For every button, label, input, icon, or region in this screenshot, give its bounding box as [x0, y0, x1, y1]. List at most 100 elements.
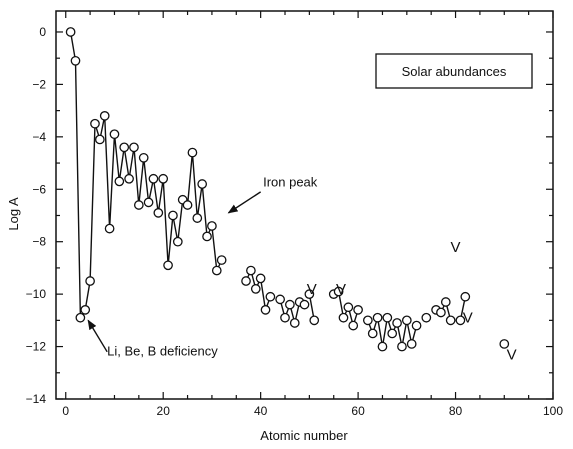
data-point	[401, 315, 412, 326]
data-point	[353, 305, 363, 315]
v-mark: V	[307, 281, 317, 298]
v-mark: V	[507, 346, 517, 363]
y-tick-label: −14	[26, 392, 47, 406]
data-point	[104, 223, 115, 234]
v-mark: V	[451, 239, 461, 256]
data-point	[367, 328, 378, 339]
data-point	[65, 27, 76, 37]
y-tick-label: −10	[26, 287, 47, 301]
data-point	[168, 210, 178, 221]
data-point	[148, 173, 159, 184]
x-tick-label: 60	[351, 404, 365, 418]
data-point	[197, 179, 208, 189]
data-point	[333, 286, 344, 297]
annotation-label: Li, Be, B deficiency	[107, 344, 218, 359]
data-point	[90, 118, 100, 129]
y-tick-label: −2	[32, 77, 46, 91]
data-point	[163, 260, 173, 271]
annotation-arrow	[87, 319, 108, 353]
data-point	[421, 312, 432, 323]
x-tick-label: 40	[254, 404, 268, 418]
data-point	[275, 294, 285, 305]
data-point	[70, 55, 81, 66]
series-line	[69, 31, 223, 321]
data-point	[207, 221, 217, 231]
y-tick-label: −8	[32, 235, 46, 249]
x-tick-label: 100	[543, 404, 563, 418]
data-point	[445, 315, 456, 326]
data-point	[119, 142, 130, 153]
data-point	[250, 284, 261, 294]
data-point	[109, 129, 120, 140]
data-point	[260, 305, 271, 315]
data-point	[192, 213, 203, 223]
data-point	[80, 305, 91, 315]
data-point	[75, 312, 86, 323]
legend-frame	[375, 53, 533, 89]
data-point	[124, 173, 134, 184]
data-point	[382, 312, 393, 323]
v-marks: V V V V V	[307, 239, 517, 363]
data-point	[255, 273, 266, 284]
data-point	[95, 134, 105, 145]
data-point	[285, 299, 295, 310]
data-point	[455, 315, 466, 326]
tick-marks	[56, 11, 554, 400]
plot-frame	[55, 10, 554, 400]
data-point	[99, 111, 110, 121]
data-point	[392, 318, 402, 328]
legend-label: Solar abundances	[402, 64, 507, 79]
annotation-label: Iron peak	[263, 175, 318, 190]
data-point	[216, 255, 227, 265]
data-point	[304, 289, 315, 299]
data-point	[211, 265, 222, 276]
data-point	[460, 291, 471, 302]
data-point	[362, 315, 373, 326]
data-point	[411, 320, 422, 331]
data-point	[158, 173, 169, 184]
data-point	[133, 200, 144, 210]
data-point	[406, 339, 417, 349]
data-point	[241, 276, 251, 286]
x-tick-label: 20	[157, 404, 171, 418]
legend-box: Solar abundances	[375, 53, 533, 89]
data-point	[289, 318, 300, 328]
data-point	[387, 328, 398, 339]
x-tick-label: 0	[62, 404, 69, 418]
data-point	[138, 152, 149, 163]
data-point	[343, 302, 354, 313]
data-point	[265, 291, 276, 302]
data-point	[172, 236, 183, 247]
data-point	[440, 297, 451, 307]
data-point	[499, 339, 510, 349]
data-point	[280, 312, 290, 323]
data-point	[202, 231, 212, 242]
data-point	[187, 147, 198, 158]
data-points	[65, 27, 510, 352]
y-tick-label: −12	[26, 340, 47, 354]
annotations: Iron peak Li, Be, B deficiency	[87, 175, 318, 359]
x-tick-label: 80	[449, 404, 463, 418]
data-point	[436, 307, 446, 318]
data-point	[348, 320, 359, 331]
y-tick-label: 0	[39, 25, 46, 39]
v-mark: V	[336, 281, 346, 298]
data-point	[153, 208, 164, 218]
v-mark: V	[463, 310, 473, 327]
data-point	[299, 299, 310, 310]
data-point	[309, 315, 320, 326]
data-point	[246, 265, 256, 276]
annotation-arrow	[227, 191, 262, 214]
data-point	[143, 197, 154, 208]
data-point	[182, 200, 193, 210]
y-tick-label: −6	[32, 182, 46, 196]
y-tick-label: −4	[32, 130, 46, 144]
x-axis-label: Atomic number	[260, 428, 348, 443]
data-point	[397, 341, 407, 352]
data-point	[338, 312, 349, 323]
data-point	[85, 276, 95, 286]
y-axis-label: Log A	[6, 197, 21, 231]
tick-labels: 0 20 40 60 80 100 0 −2 −4 −6 −8 −10 −12 −14	[26, 25, 564, 418]
data-point	[372, 312, 383, 323]
